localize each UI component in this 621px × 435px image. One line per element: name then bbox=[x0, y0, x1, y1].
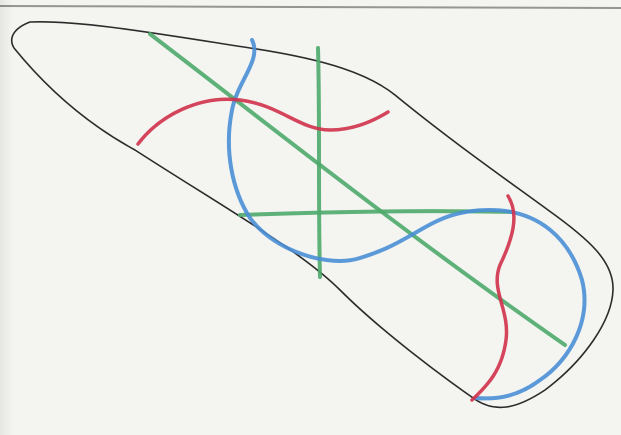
outline-shape bbox=[10, 21, 614, 409]
red-upper-curve bbox=[136, 97, 390, 146]
page-top-edge bbox=[0, 5, 621, 9]
blue-s-curve bbox=[226, 38, 587, 401]
green-vertical-line bbox=[316, 46, 322, 279]
red-lower-curve bbox=[470, 194, 516, 402]
